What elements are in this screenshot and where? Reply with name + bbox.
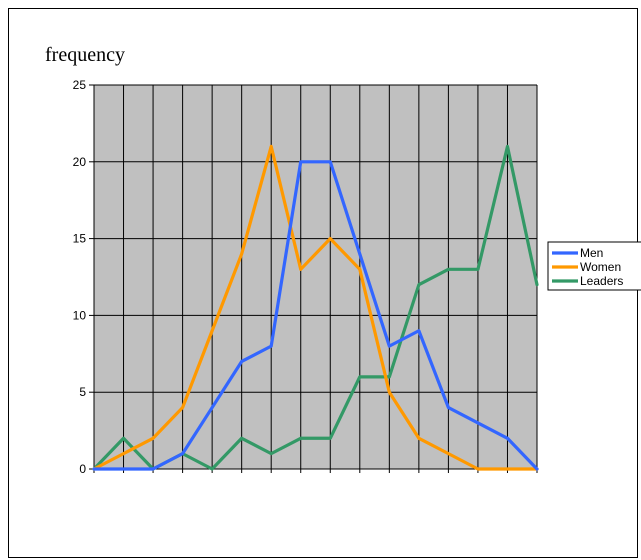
legend-label-leaders: Leaders	[580, 274, 623, 288]
y-tick-label: 20	[73, 155, 87, 169]
series-line-men	[92, 160, 539, 471]
legend-label-women: Women	[580, 260, 621, 274]
plot-area	[94, 85, 537, 469]
y-axis-label: frequency	[45, 44, 125, 66]
y-tick-label: 25	[73, 78, 87, 92]
series-line-women	[92, 144, 539, 471]
y-tick-label: 0	[79, 462, 86, 476]
legend-label-men: Men	[580, 246, 603, 260]
y-tick-label: 5	[79, 385, 86, 399]
y-tick-label: 15	[73, 232, 87, 246]
y-tick-label: 10	[73, 308, 87, 322]
